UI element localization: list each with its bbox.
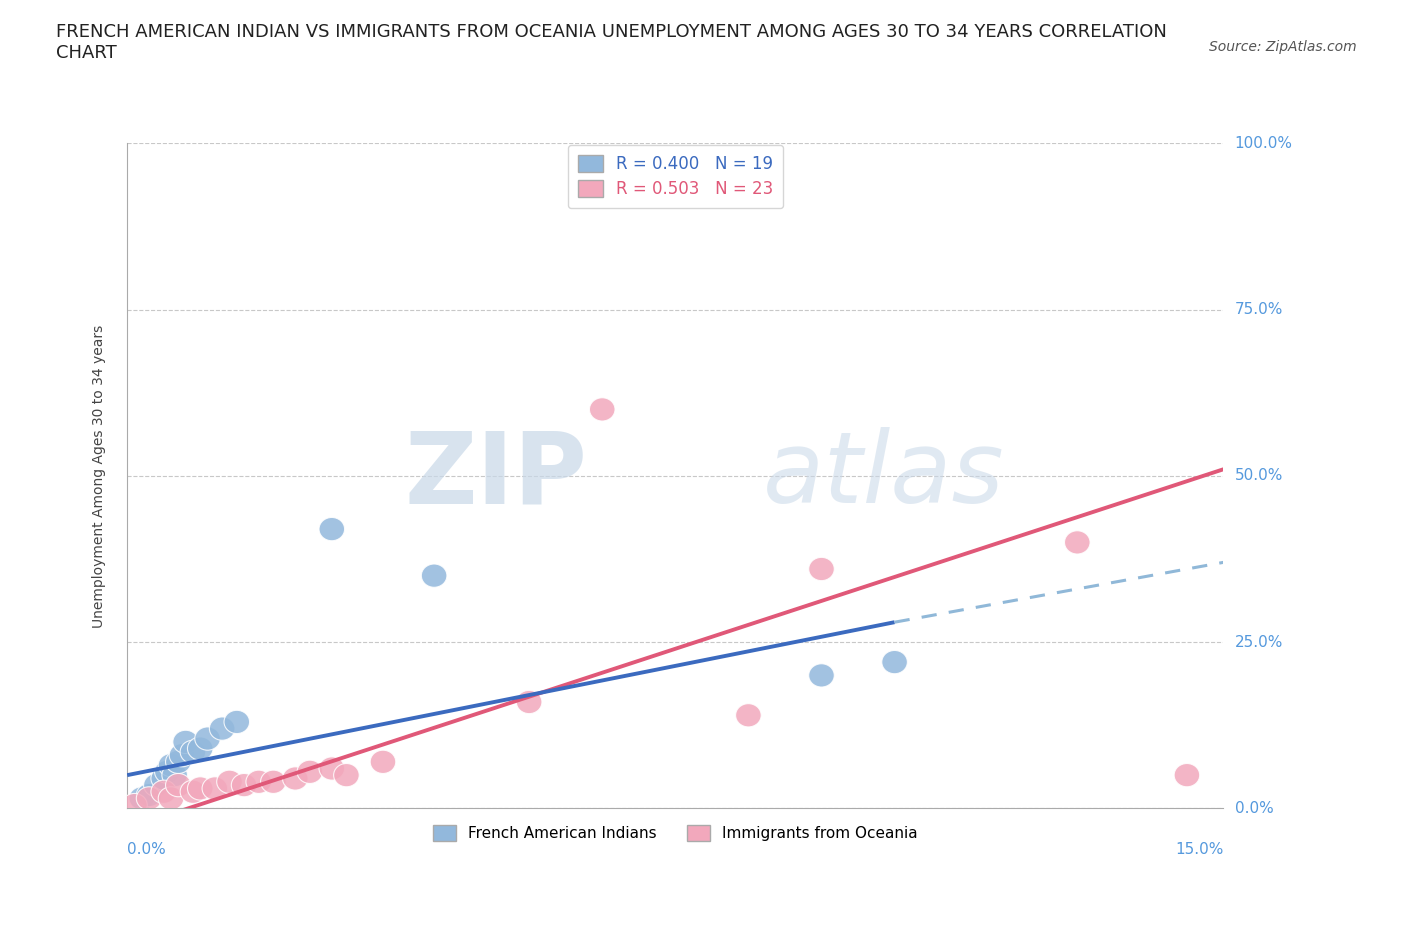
Ellipse shape — [319, 757, 344, 780]
Ellipse shape — [150, 767, 177, 790]
Ellipse shape — [516, 690, 541, 713]
Ellipse shape — [246, 770, 271, 793]
Ellipse shape — [166, 751, 191, 774]
Text: ZIP: ZIP — [405, 428, 588, 525]
Ellipse shape — [882, 650, 907, 673]
Ellipse shape — [166, 774, 191, 797]
Ellipse shape — [187, 777, 214, 800]
Legend: French American Indians, Immigrants from Oceania: French American Indians, Immigrants from… — [426, 819, 924, 847]
Ellipse shape — [155, 760, 180, 783]
Ellipse shape — [209, 717, 235, 740]
Ellipse shape — [169, 744, 195, 767]
Text: Source: ZipAtlas.com: Source: ZipAtlas.com — [1209, 40, 1357, 54]
Text: 25.0%: 25.0% — [1234, 634, 1282, 650]
Text: FRENCH AMERICAN INDIAN VS IMMIGRANTS FROM OCEANIA UNEMPLOYMENT AMONG AGES 30 TO : FRENCH AMERICAN INDIAN VS IMMIGRANTS FRO… — [56, 23, 1167, 62]
Text: atlas: atlas — [763, 428, 1005, 525]
Ellipse shape — [808, 664, 834, 687]
Ellipse shape — [1064, 531, 1090, 554]
Ellipse shape — [735, 704, 761, 727]
Ellipse shape — [159, 753, 184, 777]
Ellipse shape — [195, 727, 221, 751]
Ellipse shape — [370, 751, 395, 774]
Ellipse shape — [162, 764, 187, 787]
Ellipse shape — [283, 767, 308, 790]
Ellipse shape — [1174, 764, 1199, 787]
Text: 0.0%: 0.0% — [127, 842, 166, 857]
Text: 50.0%: 50.0% — [1234, 469, 1282, 484]
Ellipse shape — [159, 787, 184, 810]
Ellipse shape — [180, 780, 205, 804]
Ellipse shape — [808, 557, 834, 580]
Ellipse shape — [260, 770, 287, 793]
Ellipse shape — [217, 770, 242, 793]
Ellipse shape — [180, 740, 205, 764]
Text: 75.0%: 75.0% — [1234, 302, 1282, 317]
Text: 0.0%: 0.0% — [1234, 801, 1274, 816]
Ellipse shape — [150, 780, 177, 804]
Ellipse shape — [173, 730, 198, 753]
Text: 15.0%: 15.0% — [1175, 842, 1223, 857]
Ellipse shape — [589, 398, 614, 421]
Ellipse shape — [232, 774, 257, 797]
Ellipse shape — [224, 711, 250, 734]
Ellipse shape — [187, 737, 214, 760]
Ellipse shape — [202, 777, 228, 800]
Ellipse shape — [297, 760, 322, 783]
Ellipse shape — [143, 774, 169, 797]
Y-axis label: Unemployment Among Ages 30 to 34 years: Unemployment Among Ages 30 to 34 years — [93, 325, 107, 628]
Ellipse shape — [136, 783, 162, 806]
Ellipse shape — [422, 564, 447, 587]
Text: 100.0%: 100.0% — [1234, 136, 1292, 151]
Ellipse shape — [136, 787, 162, 810]
Ellipse shape — [333, 764, 359, 787]
Ellipse shape — [122, 793, 148, 817]
Ellipse shape — [319, 517, 344, 540]
Ellipse shape — [129, 787, 155, 810]
